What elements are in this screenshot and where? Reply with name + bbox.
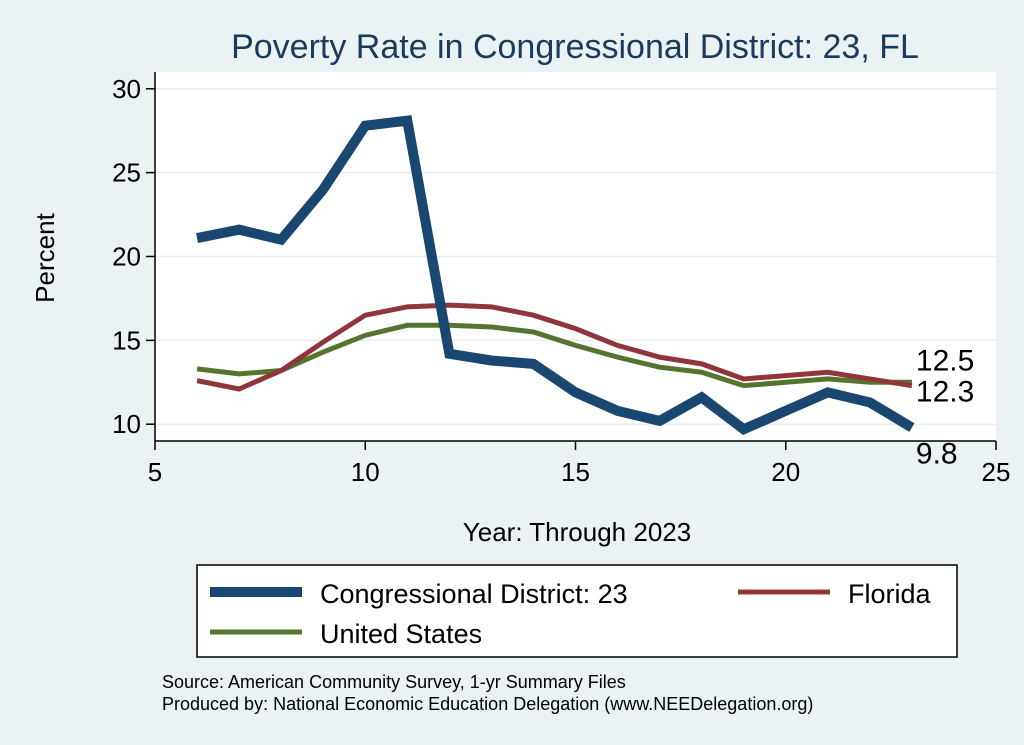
legend-box [196,564,958,658]
x-tick-label-1: 10 [351,457,380,487]
x-tick-label-3: 20 [771,457,800,487]
x-axis-ticks: 5 10 15 20 25 [148,441,1011,487]
y-tick-label-0: 10 [112,409,141,439]
legend-label-district: Congressional District: 23 [320,579,628,609]
chart-title: Poverty Rate in Congressional District: … [231,28,919,66]
y-tick-label-4: 30 [112,74,141,104]
legend-label-us: United States [320,619,482,649]
y-axis-title: Percent [30,212,60,302]
end-labels: 9.8 12.312.5 [916,344,974,470]
series-district [196,115,915,436]
y-axis-ticks: 10 15 20 25 30 [112,74,155,439]
series-us [196,322,912,389]
gridlines [155,88,996,425]
producer-note: Produced by: National Economic Education… [162,694,813,714]
end-label-florida: 12.3 [916,376,974,409]
y-tick-label-3: 25 [112,158,141,188]
x-tick-label-0: 5 [148,457,162,487]
end-label-district: 9.8 [916,438,958,471]
y-tick-label-1: 15 [112,325,141,355]
source-note: Source: American Community Survey, 1-yr … [162,672,626,692]
series-florida [196,302,913,392]
y-tick-label-2: 20 [112,242,141,272]
legend: Congressional District: 23 Florida Unite… [196,564,958,658]
end-label-us: 12.5 [916,344,974,377]
legend-label-florida: Florida [848,579,932,609]
x-axis-title: Year: Through 2023 [463,517,691,547]
x-tick-label-4: 25 [982,457,1011,487]
x-tick-label-2: 15 [561,457,590,487]
series-layer [196,115,915,436]
